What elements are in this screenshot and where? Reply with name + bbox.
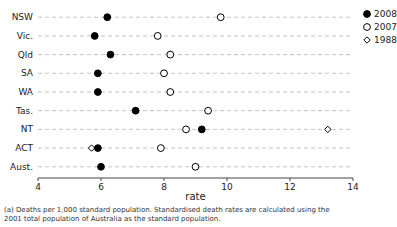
grid-line — [38, 17, 353, 18]
x-tick — [101, 178, 102, 181]
point — [107, 51, 114, 58]
y-tick-label: ACT — [15, 143, 33, 153]
point — [104, 14, 111, 21]
point — [91, 33, 98, 40]
background — [0, 0, 397, 227]
y-tick-label: NT — [21, 124, 34, 134]
x-tick-label: 6 — [98, 182, 104, 192]
y-tick-label: Aust. — [10, 162, 33, 172]
point — [88, 145, 94, 151]
x-tick-label: 14 — [347, 182, 359, 192]
grid-line — [38, 129, 353, 130]
point — [98, 163, 105, 170]
point — [94, 145, 101, 152]
x-tick — [38, 178, 39, 181]
x-tick-label: 12 — [284, 182, 295, 192]
point — [94, 89, 101, 96]
x-axis: 4 6 8 10 12 14 rate — [35, 178, 359, 202]
point — [217, 14, 224, 21]
grid-line — [38, 35, 353, 36]
series-0 — [91, 14, 205, 170]
point — [132, 107, 139, 114]
footnote-line: (a) Deaths per 1,000 standard population… — [4, 206, 330, 214]
footnote: (a) Deaths per 1,000 standard population… — [4, 206, 330, 224]
legend-label: 1988 — [374, 35, 397, 45]
point — [205, 107, 212, 114]
x-axis-line — [38, 178, 353, 179]
legend-label: 2007 — [374, 22, 397, 32]
point — [94, 70, 101, 77]
x-tick — [164, 178, 165, 181]
legend-marker — [364, 37, 370, 43]
point — [205, 107, 211, 113]
grid-line — [38, 148, 353, 149]
footnote-line: 2001 total population of Australia as th… — [4, 215, 221, 223]
point — [325, 126, 331, 132]
point — [218, 14, 224, 20]
grid — [38, 17, 353, 167]
series-2 — [88, 14, 331, 170]
point — [155, 33, 161, 39]
x-axis-label: rate — [185, 191, 205, 202]
point — [154, 33, 161, 40]
point — [167, 89, 174, 96]
grid-line — [38, 54, 353, 55]
y-tick-label: Vic. — [17, 31, 33, 41]
point — [161, 70, 167, 76]
point — [183, 126, 190, 133]
x-tick-label: 4 — [35, 182, 41, 192]
point — [167, 89, 173, 95]
point — [157, 145, 164, 152]
grid-line — [38, 110, 353, 111]
x-tick-label: 8 — [161, 182, 167, 192]
y-tick-label: NSW — [12, 12, 33, 22]
y-tick-label: WA — [18, 87, 33, 97]
x-tick — [290, 178, 291, 181]
legend: 2008 2007 1988 — [364, 9, 397, 45]
series-1 — [154, 14, 224, 170]
y-axis: NSW Vic. Qld SA WA Tas. NT ACT Aust. — [10, 12, 34, 172]
legend-marker — [364, 24, 371, 31]
y-tick-label: Tas. — [15, 106, 33, 116]
x-tick-label: 10 — [221, 182, 233, 192]
grid-line — [38, 73, 353, 74]
point — [167, 51, 173, 57]
legend-marker — [364, 11, 371, 18]
y-tick-label: SA — [21, 68, 34, 78]
point — [198, 126, 205, 133]
grid-line — [38, 92, 353, 93]
point — [192, 163, 199, 170]
point — [192, 164, 198, 170]
point — [161, 70, 168, 77]
y-tick-label: Qld — [18, 50, 33, 60]
x-tick — [227, 178, 228, 181]
point — [167, 51, 174, 58]
legend-label: 2008 — [374, 9, 397, 19]
x-tick — [353, 178, 354, 181]
chart: (a) Deaths per 1,000 standard population… — [0, 0, 397, 227]
points — [88, 14, 331, 170]
